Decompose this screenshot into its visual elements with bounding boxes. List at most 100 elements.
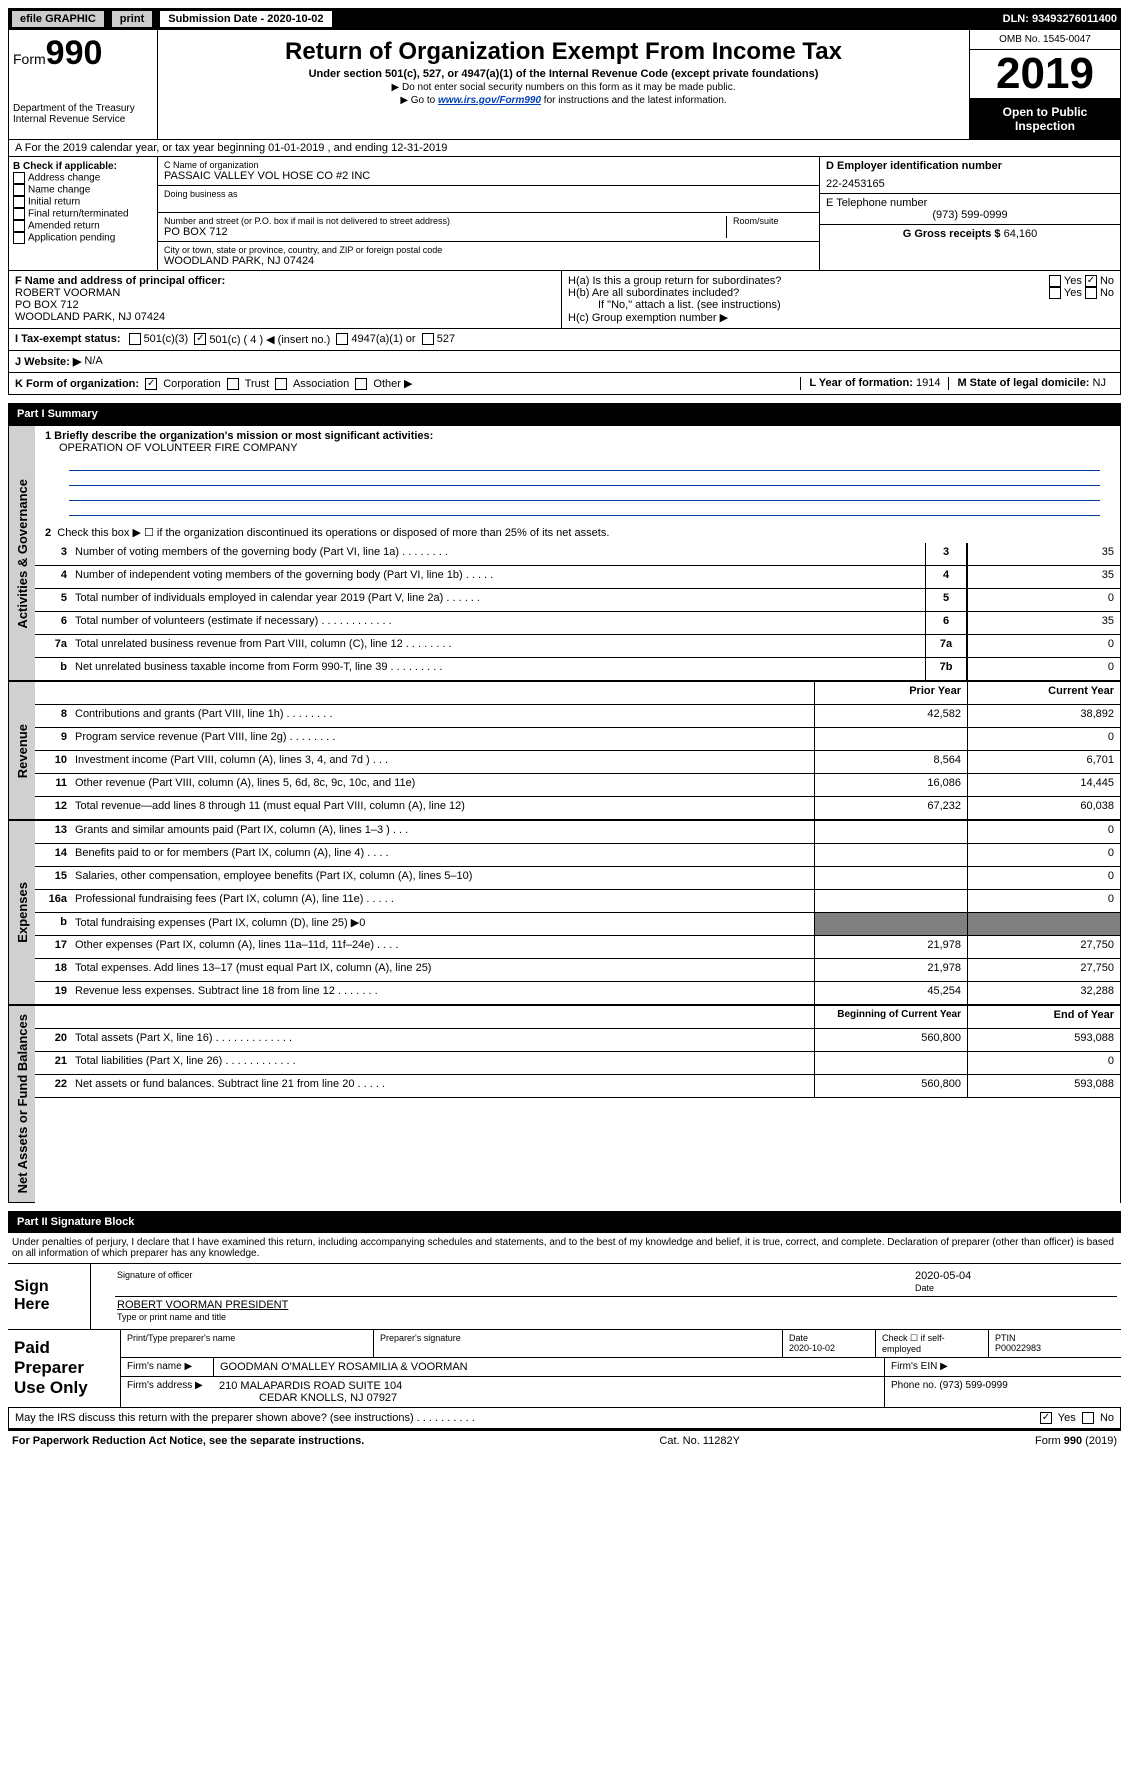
prior-year-header: Prior Year: [814, 682, 967, 704]
firm-addr1: 210 MALAPARDIS ROAD SUITE 104: [219, 1380, 402, 1392]
ha-no-checkbox[interactable]: [1085, 275, 1097, 287]
assoc-checkbox[interactable]: [275, 378, 287, 390]
firm-addr2: CEDAR KNOLLS, NJ 07927: [219, 1392, 397, 1404]
form-subtitle: Under section 501(c), 527, or 4947(a)(1)…: [164, 68, 963, 80]
tax-year: 2019: [970, 50, 1120, 99]
summary-row: 5Total number of individuals employed in…: [35, 589, 1120, 612]
dba-label: Doing business as: [164, 189, 813, 199]
form-number-box: Form990 Department of the Treasury Inter…: [9, 30, 158, 139]
firm-phone: (973) 599-0999: [939, 1380, 1007, 1391]
ha-yes-checkbox[interactable]: [1049, 275, 1061, 287]
net-tab: Net Assets or Fund Balances: [8, 1005, 35, 1202]
form990-link[interactable]: www.irs.gov/Form990: [438, 95, 541, 106]
net-row: 22Net assets or fund balances. Subtract …: [35, 1075, 1120, 1098]
section-b-label: B Check if applicable:: [13, 161, 153, 172]
sign-date: 2020-05-04: [915, 1270, 971, 1282]
hb-no: No: [1100, 287, 1114, 299]
firm-ein-label: Firm's EIN ▶: [885, 1358, 1121, 1376]
domicile-value: NJ: [1093, 377, 1106, 389]
phone-label: E Telephone number: [826, 197, 1114, 209]
discuss-no: No: [1100, 1412, 1114, 1424]
final-return-checkbox[interactable]: [13, 208, 25, 220]
firm-name: GOODMAN O'MALLEY ROSAMILIA & VOORMAN: [214, 1358, 885, 1376]
footer-left: For Paperwork Reduction Act Notice, see …: [12, 1435, 364, 1447]
form-header: Form990 Department of the Treasury Inter…: [8, 30, 1121, 140]
summary-row: 6Total number of volunteers (estimate if…: [35, 612, 1120, 635]
form-prefix: Form: [13, 51, 46, 67]
discuss-text: May the IRS discuss this return with the…: [15, 1412, 1040, 1424]
street-label: Number and street (or P.O. box if mail i…: [164, 216, 726, 226]
revenue-row: 8Contributions and grants (Part VIII, li…: [35, 705, 1120, 728]
form-title-block: Return of Organization Exempt From Incom…: [158, 30, 969, 139]
hb-yes-checkbox[interactable]: [1049, 287, 1061, 299]
discuss-yes: Yes: [1058, 1412, 1076, 1424]
corp-label: Corporation: [163, 378, 220, 390]
ein-value: 22-2453165: [826, 178, 1114, 190]
form-note2: ▶ Go to www.irs.gov/Form990 for instruct…: [164, 95, 963, 106]
dln: DLN: 93493276011400: [1003, 13, 1117, 25]
year-block: OMB No. 1545-0047 2019 Open to Public In…: [969, 30, 1120, 139]
website-value: N/A: [84, 355, 102, 368]
hb-no-checkbox[interactable]: [1085, 287, 1097, 299]
tax-exempt-label: I Tax-exempt status:: [15, 333, 121, 346]
initial-return-checkbox[interactable]: [13, 196, 25, 208]
name-change-checkbox[interactable]: [13, 184, 25, 196]
discuss-no-checkbox[interactable]: [1082, 1412, 1094, 1424]
part2-header: Part II Signature Block: [8, 1211, 1121, 1233]
form-title: Return of Organization Exempt From Incom…: [164, 38, 963, 66]
ein-label: D Employer identification number: [826, 160, 1114, 172]
hb-yes: Yes: [1064, 287, 1082, 299]
firm-phone-label: Phone no.: [891, 1380, 937, 1391]
expense-row: 17Other expenses (Part IX, column (A), l…: [35, 936, 1120, 959]
note2-suffix: for instructions and the latest informat…: [541, 95, 727, 106]
name-change-label: Name change: [28, 185, 90, 196]
address-change-checkbox[interactable]: [13, 172, 25, 184]
top-bar: efile GRAPHIC print Submission Date - 20…: [8, 8, 1121, 30]
expense-row: 15Salaries, other compensation, employee…: [35, 867, 1120, 890]
prep-header-row: Print/Type preparer's name Preparer's si…: [121, 1330, 1121, 1358]
firm-addr-label: Firm's address ▶: [121, 1377, 213, 1407]
net-row: 21Total liabilities (Part X, line 26) . …: [35, 1052, 1120, 1075]
trust-checkbox[interactable]: [227, 378, 239, 390]
net-row: 20Total assets (Part X, line 16) . . . .…: [35, 1029, 1120, 1052]
officer-name-label: Type or print name and title: [117, 1312, 226, 1322]
section-h: H(a) Is this a group return for subordin…: [562, 271, 1120, 328]
city-label: City or town, state or province, country…: [164, 245, 813, 255]
prep-date-label: Date: [789, 1333, 808, 1343]
ha-no: No: [1100, 275, 1114, 287]
omb-number: OMB No. 1545-0047: [970, 30, 1120, 50]
revenue-tab: Revenue: [8, 681, 35, 820]
dept-treasury: Department of the Treasury: [13, 103, 153, 114]
other-checkbox[interactable]: [355, 378, 367, 390]
efile-label: efile GRAPHIC: [12, 11, 104, 27]
org-info-block: B Check if applicable: Address change Na…: [8, 157, 1121, 271]
officer-label: F Name and address of principal officer:: [15, 275, 555, 287]
begin-year-header: Beginning of Current Year: [814, 1006, 967, 1028]
submission-date: Submission Date - 2020-10-02: [160, 11, 331, 27]
street-value: PO BOX 712: [164, 226, 726, 238]
corp-checkbox[interactable]: [145, 378, 157, 390]
col-header-row: Prior Year Current Year: [35, 682, 1120, 705]
row-a-period: A For the 2019 calendar year, or tax yea…: [8, 140, 1121, 157]
527-checkbox[interactable]: [422, 333, 434, 345]
section-c: C Name of organization PASSAIC VALLEY VO…: [158, 157, 819, 270]
section-j: J Website: ▶ N/A: [8, 351, 1121, 373]
officer-address: PO BOX 712: [15, 299, 555, 311]
city-value: WOODLAND PARK, NJ 07424: [164, 255, 813, 267]
ptin-value: P00022983: [995, 1343, 1041, 1353]
discuss-yes-checkbox[interactable]: [1040, 1412, 1052, 1424]
org-name: PASSAIC VALLEY VOL HOSE CO #2 INC: [164, 170, 813, 182]
4947-label: 4947(a)(1) or: [351, 333, 415, 346]
print-button[interactable]: print: [112, 11, 152, 27]
501c3-checkbox[interactable]: [129, 333, 141, 345]
501c-checkbox[interactable]: [194, 333, 206, 345]
firm-name-row: Firm's name ▶ GOODMAN O'MALLEY ROSAMILIA…: [121, 1358, 1121, 1377]
info-right: D Employer identification number 22-2453…: [819, 157, 1120, 270]
summary-row: bNet unrelated business taxable income f…: [35, 658, 1120, 681]
amended-return-checkbox[interactable]: [13, 220, 25, 232]
section-b: B Check if applicable: Address change Na…: [9, 157, 158, 270]
preparer-block: Paid Preparer Use Only Print/Type prepar…: [8, 1330, 1121, 1408]
application-pending-checkbox[interactable]: [13, 232, 25, 244]
4947-checkbox[interactable]: [336, 333, 348, 345]
summary-row: 4Number of independent voting members of…: [35, 566, 1120, 589]
